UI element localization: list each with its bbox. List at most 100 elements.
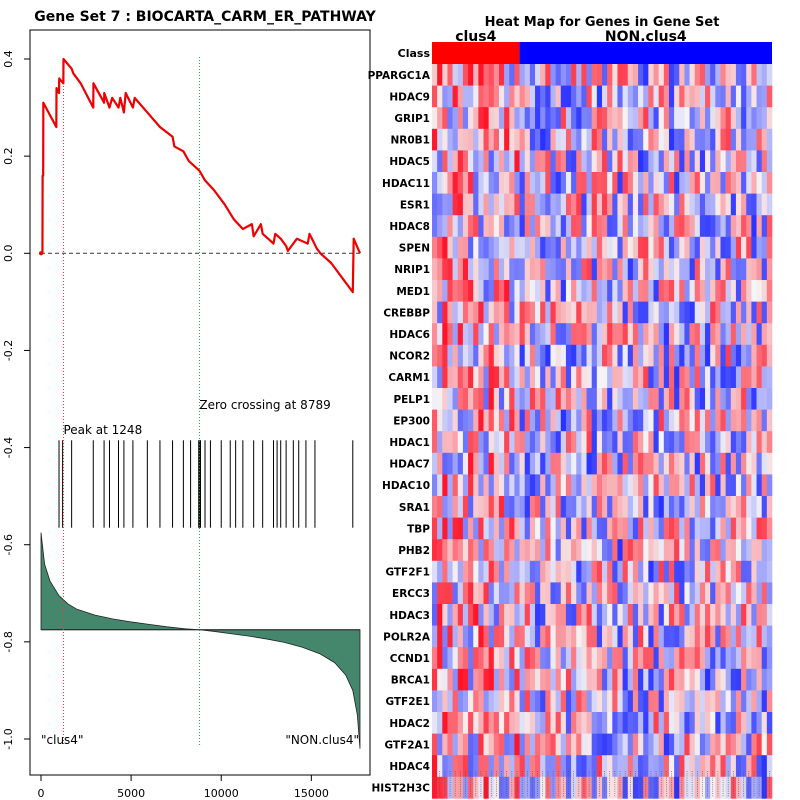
peak-label: Peak at 1248 [63,423,142,437]
heat-cell [679,86,684,108]
heat-cell [659,496,664,518]
heat-cell [525,388,530,410]
heat-cell [447,302,452,324]
heat-cell [674,410,679,432]
heat-cell [669,302,674,324]
heat-cell [617,323,622,345]
heat-cell [654,474,659,496]
heat-cell [473,604,478,626]
heat-cell [684,734,689,756]
heat-cell [720,194,725,216]
heat-cell [659,712,664,734]
heat-cell [607,172,612,194]
heat-cell [612,561,617,583]
heat-cell [520,86,525,108]
heat-cell [607,280,612,302]
heat-cell [540,626,545,648]
heat-cell [566,734,571,756]
heat-cell [484,431,489,453]
heat-cell [592,302,597,324]
heat-cell [525,302,530,324]
heat-cell [530,323,535,345]
gene-label: GTF2A1 [384,739,430,751]
heat-cell [545,366,550,388]
heat-cell [581,323,586,345]
heat-cell [458,237,463,259]
heat-cell [659,626,664,648]
gene-label: SRA1 [399,502,430,514]
heat-cell [550,86,555,108]
heat-cell [535,280,540,302]
heat-cell [762,129,767,151]
heat-cell [654,107,659,129]
heat-cell [607,86,612,108]
heat-cell [623,280,628,302]
heat-cell [710,669,715,691]
heat-cell [726,626,731,648]
gene-label: ESR1 [400,199,430,211]
heat-cell [566,474,571,496]
heat-cell [695,86,700,108]
heat-cell [643,496,648,518]
heat-cell [736,410,741,432]
heat-cell [463,539,468,561]
heat-cell [535,107,540,129]
heat-cell [638,734,643,756]
heat-cell [669,215,674,237]
heat-cell [720,431,725,453]
heat-cell [458,734,463,756]
heat-cell [468,280,473,302]
heat-cell [597,388,602,410]
heat-cell [581,86,586,108]
heat-cell [509,496,514,518]
heat-cell [741,388,746,410]
heat-cell [612,237,617,259]
heat-cell [442,388,447,410]
heat-cell [612,150,617,172]
heat-cell [566,345,571,367]
heat-cell [679,410,684,432]
heat-cell [690,669,695,691]
heat-cell [530,604,535,626]
heat-cell [617,453,622,475]
heat-cell [453,237,458,259]
heat-cell [566,626,571,648]
heat-cell [705,150,710,172]
heat-cell [633,582,638,604]
heat-cell [710,431,715,453]
heat-cell [453,626,458,648]
heat-cell [602,410,607,432]
heat-cell [664,302,669,324]
heat-cell [684,518,689,540]
heat-cell [540,582,545,604]
heat-cell [633,323,638,345]
heat-cell [453,64,458,86]
heat-cell [473,539,478,561]
heat-cell [726,582,731,604]
heat-cell [453,107,458,129]
heat-cell [628,582,633,604]
heat-cell [751,604,756,626]
heat-cell [602,712,607,734]
heat-cell [602,539,607,561]
heat-cell [437,410,442,432]
heat-cell [715,734,720,756]
heat-cell [587,410,592,432]
heat-cell [473,237,478,259]
heat-cell [520,669,525,691]
heat-cell [726,431,731,453]
heat-cell [746,194,751,216]
heat-cell [550,323,555,345]
heat-cell [684,453,689,475]
heat-cell [514,626,519,648]
heat-cell [751,496,756,518]
heat-cell [509,150,514,172]
heat-cell [757,388,762,410]
heat-cell [484,345,489,367]
heat-cell [484,453,489,475]
heat-cell [623,194,628,216]
heat-cell [628,604,633,626]
heat-cell [705,215,710,237]
heat-cell [571,237,576,259]
heat-cell [468,474,473,496]
